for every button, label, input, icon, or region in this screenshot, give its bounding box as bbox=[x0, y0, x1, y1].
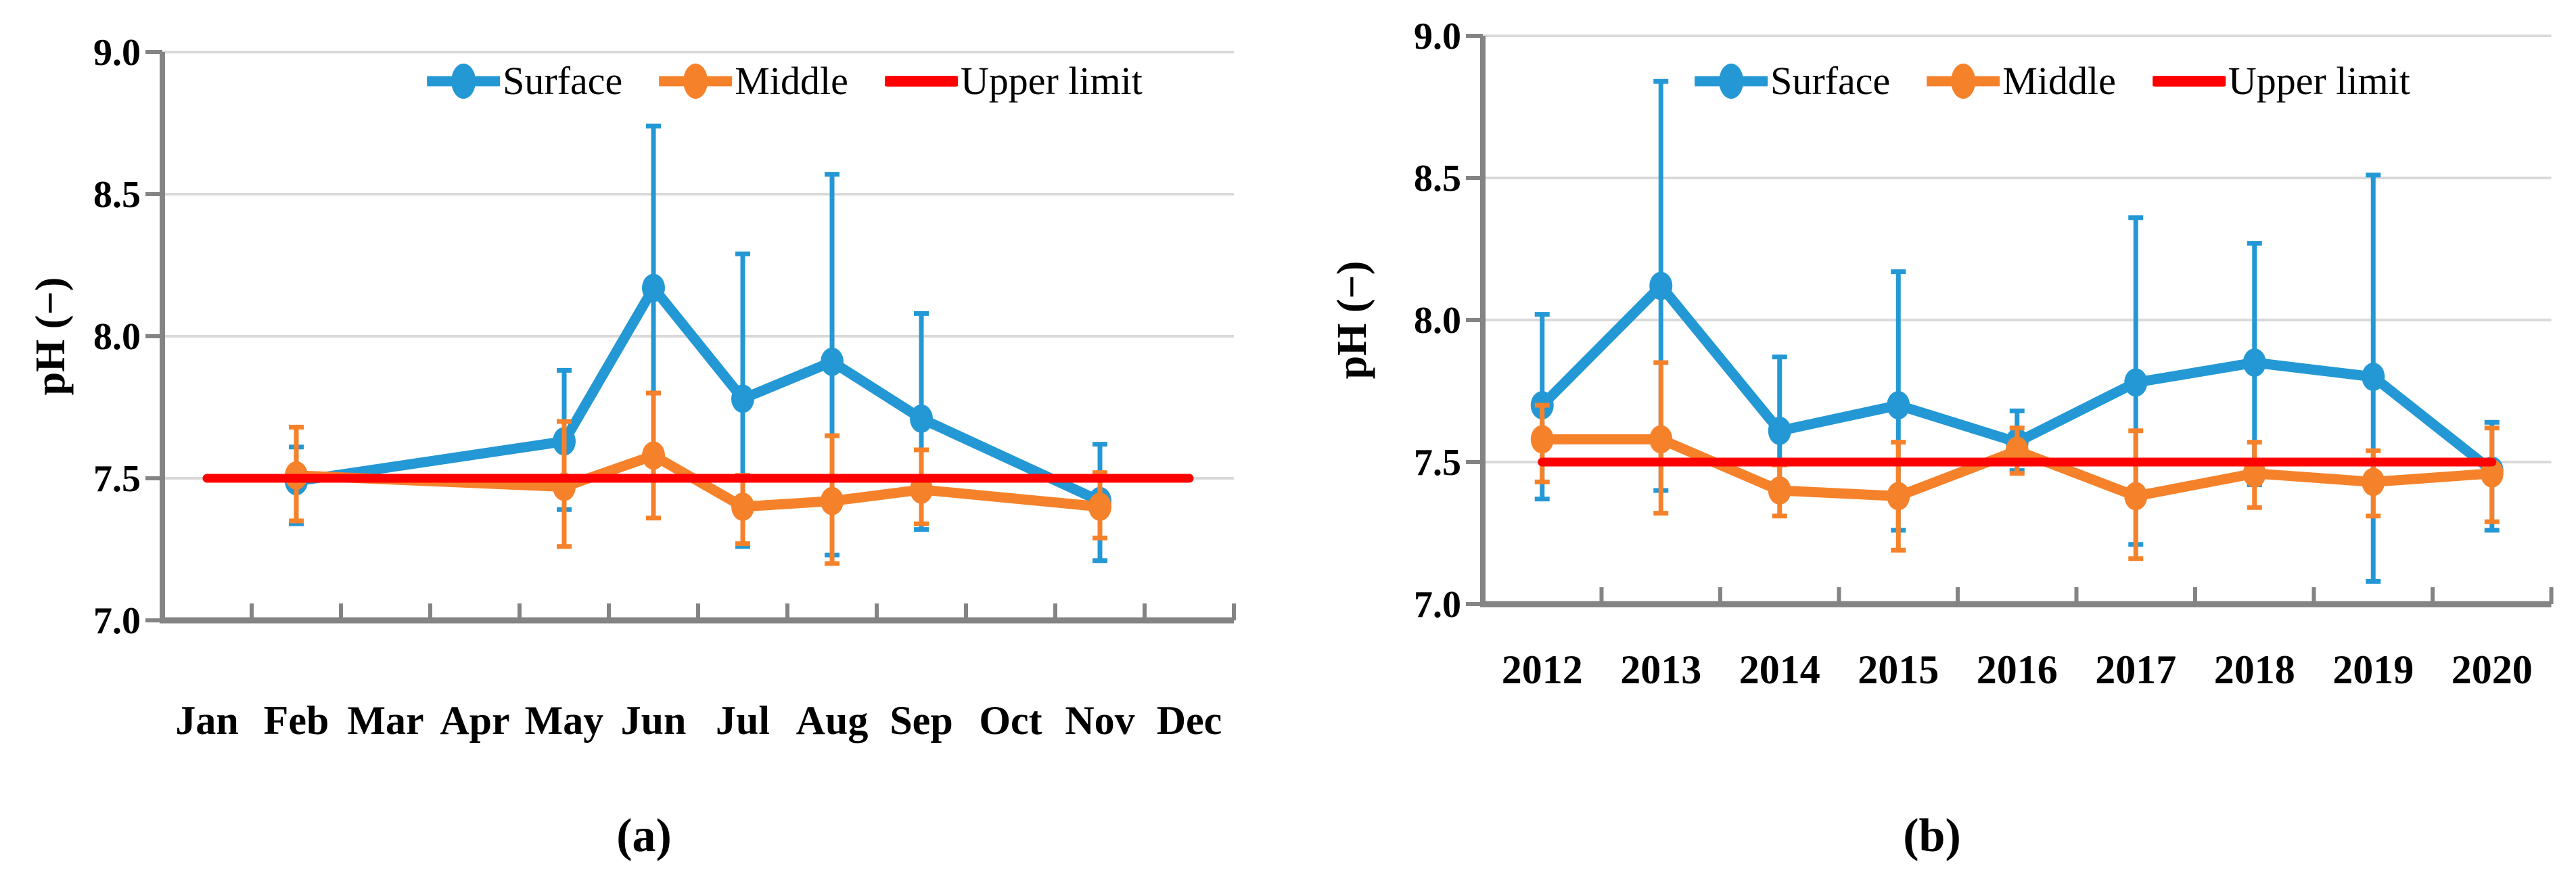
middle-marker bbox=[731, 493, 754, 521]
surface-marker bbox=[2362, 363, 2385, 391]
y-axis-title: pH (−) bbox=[28, 277, 74, 396]
surface-legend-marker-icon bbox=[427, 63, 501, 99]
x-category-label: 2020 bbox=[2452, 647, 2533, 692]
chart-b-svg: 7.0 7.5 8.0 8.5 9.0 2012 2013 2014 2015 2016 2017 2… bbox=[1329, 16, 2554, 692]
middle-marker bbox=[1768, 476, 1791, 505]
legend-label-surface: Surface bbox=[503, 59, 623, 103]
legend-label-middle: Middle bbox=[2002, 59, 2116, 103]
surface-marker bbox=[1768, 416, 1791, 445]
middle-marker bbox=[1887, 482, 1910, 511]
x-category-label: Mar bbox=[347, 698, 423, 743]
y-tick-label: 7.5 bbox=[1414, 442, 1461, 484]
legend-label-surface: Surface bbox=[1770, 59, 1891, 103]
surface-marker bbox=[1649, 271, 1673, 300]
y-tick-label: 8.0 bbox=[1414, 300, 1461, 342]
y-tick-label: 7.5 bbox=[93, 458, 141, 500]
x-category-label: Feb bbox=[264, 698, 329, 743]
surface-series-line bbox=[291, 283, 1105, 507]
y-tick-label: 8.0 bbox=[93, 316, 141, 358]
middle-marker bbox=[2124, 482, 2148, 511]
legend-marker-glyph bbox=[451, 63, 476, 99]
legend-marker-glyph bbox=[1951, 63, 1976, 99]
figure-b: 7.0 7.5 8.0 8.5 9.0 2012 2013 2014 2015 2016 2017 2… bbox=[1288, 0, 2576, 893]
caption-b: (b) bbox=[1903, 810, 1961, 862]
middle-legend-marker-icon bbox=[659, 63, 733, 99]
x-category-label: 2017 bbox=[2095, 647, 2176, 692]
surface-legend-marker-icon bbox=[1695, 63, 1768, 99]
x-category-label: 2015 bbox=[1858, 647, 1939, 692]
middle-marker bbox=[642, 441, 665, 470]
x-category-label: Sep bbox=[890, 698, 952, 743]
y-tick-label: 8.5 bbox=[1414, 158, 1461, 200]
y-tick-label: 7.0 bbox=[93, 600, 141, 642]
surface-marker bbox=[2124, 368, 2148, 397]
x-category-label: 2016 bbox=[1977, 647, 2058, 692]
x-category-label: 2019 bbox=[2332, 647, 2414, 692]
middle-marker bbox=[1088, 493, 1111, 521]
middle-marker bbox=[1649, 425, 1673, 454]
x-category-label: 2014 bbox=[1739, 647, 1820, 692]
x-category-label: Nov bbox=[1065, 698, 1134, 743]
surface-marker bbox=[821, 347, 844, 376]
y-tick-label: 9.0 bbox=[1414, 16, 1461, 58]
middle-marker bbox=[2362, 467, 2385, 497]
legend-marker-glyph bbox=[683, 63, 708, 99]
y-tick-label: 8.5 bbox=[93, 174, 141, 216]
x-category-label: Jul bbox=[716, 698, 770, 743]
caption-a: (a) bbox=[616, 810, 672, 862]
x-category-label: 2013 bbox=[1620, 647, 1701, 692]
legend-item-upper-limit: Upper limit bbox=[884, 58, 1143, 104]
surface-marker bbox=[910, 404, 933, 433]
figure-a: 7.0 7.5 8.0 8.5 9.0 Jan Feb Mar Apr May Jun Jul Aug S… bbox=[28, 32, 1236, 862]
x-category-label: Jan bbox=[175, 698, 238, 743]
x-category-label: Jun bbox=[621, 698, 687, 743]
y-tick-label: 7.0 bbox=[1414, 584, 1461, 626]
legend-label-upper-limit: Upper limit bbox=[960, 59, 1143, 103]
x-category-label: Dec bbox=[1157, 698, 1222, 743]
x-category-label: May bbox=[525, 698, 604, 743]
x-category-label: 2018 bbox=[2214, 647, 2295, 692]
x-category-label: 2012 bbox=[1502, 647, 1583, 692]
surface-marker bbox=[2242, 348, 2266, 377]
legend-item-upper-limit: Upper limit bbox=[2152, 58, 2410, 104]
y-tick-label: 9.0 bbox=[93, 32, 141, 74]
legend-marker-glyph bbox=[1719, 63, 1744, 99]
legend-label-middle: Middle bbox=[735, 59, 848, 103]
legend-a: Surface Middle Upper limit bbox=[427, 58, 1143, 104]
surface-marker bbox=[731, 384, 754, 413]
chart-a-svg: 7.0 7.5 8.0 8.5 9.0 Jan Feb Mar Apr May Jun Jul Aug S… bbox=[28, 32, 1236, 743]
legend-item-surface: Surface bbox=[1695, 58, 1890, 104]
x-category-label: Apr bbox=[440, 698, 509, 743]
middle-legend-marker-icon bbox=[1927, 63, 2000, 99]
middle-marker bbox=[1530, 425, 1554, 454]
legend-label-upper-limit: Upper limit bbox=[2228, 59, 2410, 103]
legend-item-middle: Middle bbox=[659, 58, 848, 104]
upper-limit-legend-line-icon bbox=[2152, 75, 2226, 87]
y-axis-title: pH (−) bbox=[1329, 261, 1375, 380]
legend-b: Surface Middle Upper limit bbox=[1695, 58, 2410, 104]
upper-limit-legend-line-icon bbox=[884, 75, 958, 87]
surface-marker bbox=[642, 273, 665, 302]
middle-marker bbox=[821, 486, 844, 516]
x-category-label: Aug bbox=[796, 698, 869, 743]
x-category-label: Oct bbox=[979, 698, 1042, 743]
surface-marker bbox=[1887, 391, 1910, 419]
legend-item-surface: Surface bbox=[427, 58, 622, 104]
legend-item-middle: Middle bbox=[1927, 58, 2116, 104]
